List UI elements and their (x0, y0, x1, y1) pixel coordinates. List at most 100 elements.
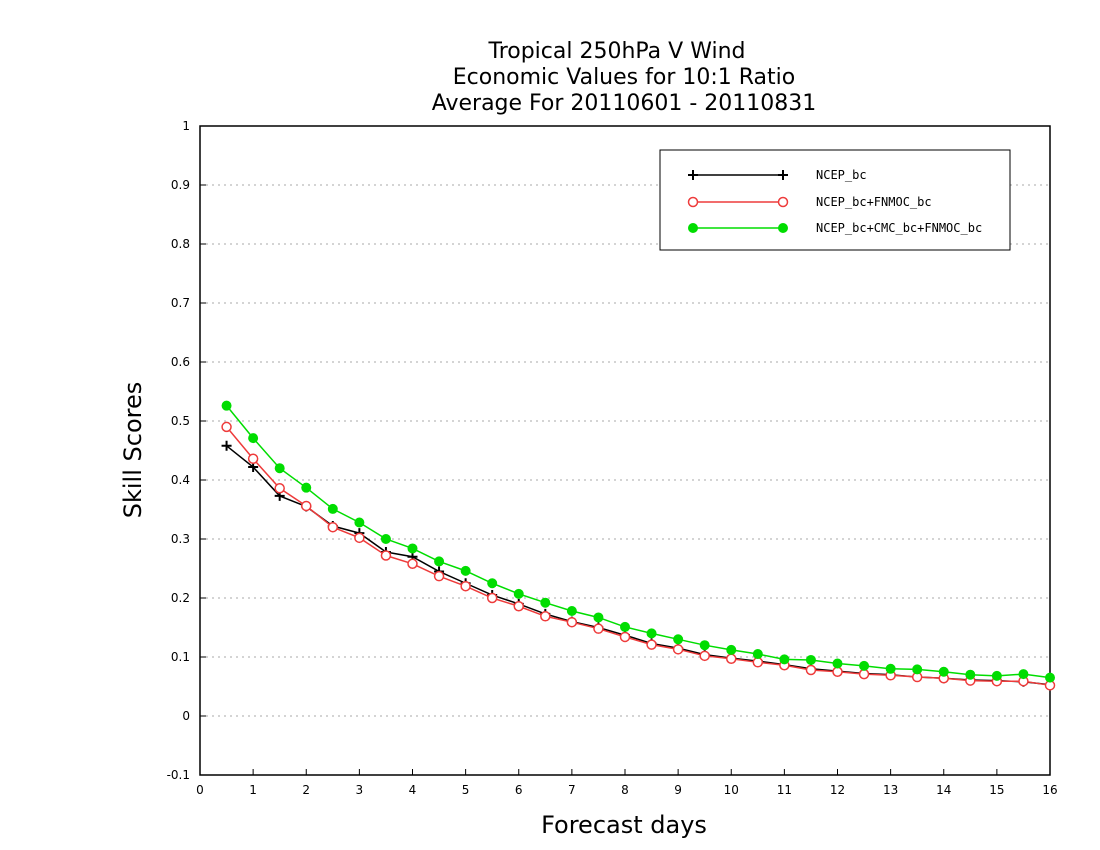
data-point (487, 578, 498, 589)
data-point (619, 631, 631, 643)
legend-marker (687, 196, 699, 208)
data-point (221, 421, 232, 433)
data-point (752, 649, 763, 660)
series-line (226, 445, 1051, 686)
axis-ticks: -0.100.10.20.30.40.50.60.70.80.910 1 2 3 4 5 6… (167, 119, 1058, 797)
data-point (672, 644, 684, 655)
x-tick-label: 2 (302, 783, 310, 797)
y-tick-label: 0 (182, 709, 190, 723)
data-point (540, 611, 551, 622)
x-tick-label: 11 (777, 783, 792, 797)
data-point (248, 433, 259, 444)
data-point (858, 668, 870, 680)
x-tick-label: 5 (462, 783, 470, 797)
series-1 (221, 440, 1055, 690)
y-tick-label: 0.9 (171, 178, 190, 192)
data-point (1018, 669, 1029, 680)
data-point (354, 532, 365, 544)
data-point (991, 670, 1002, 681)
x-tick-label: 6 (515, 783, 523, 797)
data-point (380, 550, 392, 561)
data-point (354, 517, 365, 528)
x-axis-label: Forecast days (541, 811, 707, 839)
series-line (225, 426, 1051, 687)
y-tick-label: 0.4 (171, 473, 190, 487)
data-point (646, 628, 657, 639)
legend: NCEP_bc NCEP_bc+FNMOC_bc NCEP_bc+CMC_bc+FN… (659, 149, 1011, 251)
x-tick-label: 7 (568, 783, 576, 797)
data-point (274, 463, 285, 474)
data-point (620, 621, 630, 632)
data-point (566, 605, 577, 616)
x-tick-label: 16 (1042, 783, 1057, 797)
data-point (301, 482, 312, 493)
data-point (301, 500, 312, 512)
x-tick-label: 15 (989, 783, 1004, 797)
legend-label: NCEP_bc+FNMOC_bc (816, 195, 932, 209)
data-point (486, 592, 498, 604)
data-point (832, 658, 843, 669)
data-point (726, 644, 737, 655)
data-point (912, 664, 923, 675)
data-point (699, 640, 710, 651)
data-point (460, 565, 471, 576)
legend-marker (778, 170, 788, 180)
legend-entry: NCEP_bc+CMC_bc+FNMOC_bc (688, 221, 982, 235)
data-point (673, 634, 684, 645)
data-point (593, 612, 604, 623)
data-point (513, 601, 524, 612)
title-line-2: Economic Values for 10:1 Ratio (453, 65, 795, 90)
data-point (221, 400, 232, 411)
series-line (225, 405, 1051, 679)
data-point (460, 580, 471, 592)
data-point (566, 616, 578, 628)
x-tick-label: 0 (196, 783, 204, 797)
y-tick-label: 0.1 (171, 650, 190, 664)
legend-marker (688, 170, 698, 180)
legend-marker (778, 223, 788, 233)
x-tick-label: 1 (249, 783, 257, 797)
data-point (1045, 672, 1055, 683)
data-point (433, 570, 445, 582)
title-line-1: Tropical 250hPa V Wind (487, 39, 745, 64)
x-tick-label: 3 (356, 783, 364, 797)
data-point (407, 543, 418, 554)
x-tick-label: 8 (621, 783, 629, 797)
data-point (434, 556, 445, 567)
data-point (885, 663, 896, 674)
data-point (274, 483, 285, 494)
y-axis-label: Skill Scores (119, 382, 147, 519)
data-point (832, 666, 843, 677)
series-3 (221, 400, 1055, 683)
data-point (938, 666, 949, 677)
y-tick-label: 0.3 (171, 532, 190, 546)
x-tick-label: 9 (674, 783, 682, 797)
y-tick-label: 0.2 (171, 591, 190, 605)
legend-label: NCEP_bc (816, 168, 867, 182)
x-tick-label: 13 (883, 783, 898, 797)
data-point (327, 521, 339, 533)
data-point (221, 440, 232, 451)
y-tick-label: 0.5 (171, 414, 190, 428)
y-tick-label: -0.1 (167, 768, 190, 782)
data-point (859, 660, 870, 671)
series-2 (221, 421, 1056, 691)
data-point (540, 597, 551, 608)
data-point (699, 650, 710, 662)
chart-title: Tropical 250hPa V Wind Economic Values f… (432, 39, 817, 116)
data-point (407, 558, 418, 570)
data-point (646, 639, 657, 650)
data-point (513, 588, 524, 599)
data-point (752, 657, 764, 668)
legend-marker (688, 223, 698, 233)
legend-box (659, 149, 1011, 251)
y-tick-label: 0.8 (171, 237, 190, 251)
legend-entry: NCEP_bc+FNMOC_bc (687, 195, 932, 209)
y-tick-label: 1 (182, 119, 190, 133)
data-point (593, 623, 604, 634)
x-tick-label: 4 (409, 783, 417, 797)
data-series (221, 400, 1056, 691)
data-point (247, 453, 259, 465)
x-tick-label: 12 (830, 783, 845, 797)
